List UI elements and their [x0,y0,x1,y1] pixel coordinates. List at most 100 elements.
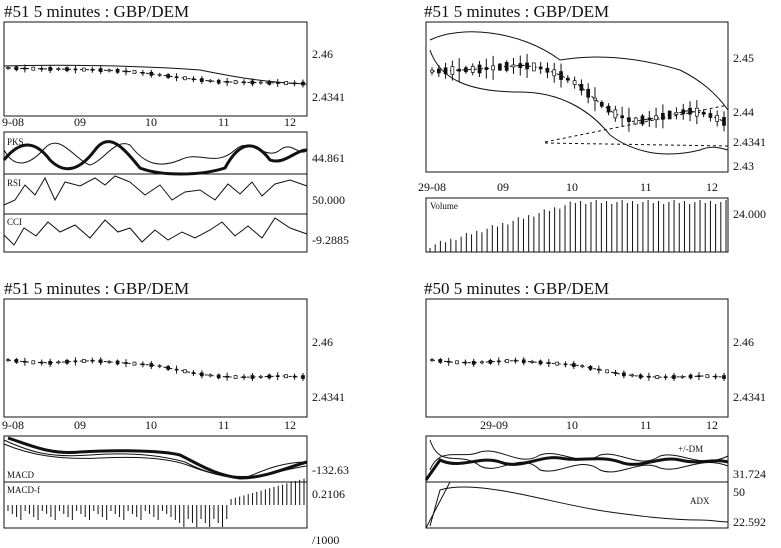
panel-3-candle-body [166,366,170,370]
panel-4-adx-value: 22.592 [733,515,766,529]
panel-2-candle-body [688,107,692,115]
panel-3-candle-body [73,360,78,363]
panel-1-title: #51 5 minutes : GBP/DEM [4,2,189,21]
panel-1-pks-label: PKS [7,137,24,147]
panel-3-macdf-frame [3,481,308,529]
panel-4-adx-axis-value: 50 [733,485,745,499]
panel-1-candles [6,64,305,88]
panel-4-candle-body [521,359,526,364]
panel-1-candle-body [31,66,36,71]
panel-2-candle-body [633,117,638,125]
panel-4: #50 5 minutes : GBP/DEM 2.46 2.4341 29-0… [424,279,766,529]
panel-2-xtick-2: 10 [566,180,578,194]
panel-3-candle-body [284,374,288,379]
panel-3-candle-body [132,361,137,366]
panel-2-xtick-0: 29-08 [418,180,446,194]
panel-3-candle-body [48,360,52,365]
panel-4-candle-body [630,374,635,377]
panel-4-price-line [431,359,725,378]
panel-1-candle-body [82,67,86,72]
panel-4-candle-body [438,359,443,363]
panel-1-candle-body [250,80,255,85]
panel-3-ytick-2-46: 2.46 [312,335,333,349]
panel-1-candle-body [200,78,204,82]
panel-1-candle-body [157,74,162,76]
panel-1-candle-body [73,68,78,71]
panel-1-candle-body [48,67,52,71]
panel-2-candle-body [457,68,462,72]
panel-2-candle-body [701,111,706,115]
panel-1-rsi-line [3,175,308,206]
panel-3-ytick-2-4341: 2.4341 [312,390,345,404]
panel-2-volume-value: 24.000 [733,207,766,221]
panel-3-candle-body [149,363,154,367]
panel-1-candle-body [233,80,238,84]
panel-3-footnote: /1000 [312,533,339,547]
panel-4-candle-body [705,374,710,379]
panel-3-candle-body [6,359,10,361]
panel-4-candle-body [471,360,476,365]
panel-4-dm-value: 31.724 [733,467,766,481]
panel-3-candle-body [31,360,36,365]
panel-1-candle-body [284,81,288,86]
panel-2-candle-body [565,77,570,81]
panel-1-candle-body [115,69,120,73]
panel-4-dm-thin-line-1 [429,439,729,473]
panel-3-candle-body [301,375,305,379]
panel-3-candle-body [141,363,145,366]
panel-3-candle-body [115,360,120,365]
panel-1-candle-body [149,71,154,76]
panel-2-volume-label: Volume [430,201,458,211]
panel-4-xtick-0: 29-09 [480,418,508,432]
panel-2-candle-body [661,112,665,120]
panel-4-candle-body [446,360,451,363]
panel-1-cci-value: -9.2885 [312,233,349,247]
panel-1-candle-body [216,79,221,84]
panel-3-candle-body [65,359,69,364]
panel-1-candle-body [174,76,179,79]
panel-3-candle-body [98,359,103,364]
panel-2-candle-body [640,115,645,125]
panel-4-price-frame [425,298,729,418]
panel-2-candle-body [545,67,550,73]
panel-3-candle-body [23,360,27,363]
panel-1-pks-thin-line [3,142,308,166]
panel-2-candle-body [694,107,699,117]
panel-4-candle-body [588,366,593,370]
panel-2-candle-body [504,62,509,71]
panel-4-candle-body [496,360,501,363]
panel-3-xtick-3: 11 [218,418,230,432]
panel-1-candle-body [107,69,111,72]
panel-3-macd-thin-line-2 [3,443,308,477]
panel-1-xtick-3: 11 [218,115,230,129]
panel-2-candle-body [477,64,482,74]
panel-4-candle-body [647,375,651,378]
panel-3-candle-body [200,372,204,377]
panel-3-candle-body [174,368,179,371]
panel-3-candle-body [191,372,196,374]
panel-3-candle-body [242,376,246,379]
panel-3-macd-thick-line [7,436,308,480]
panel-1-xtick-1: 09 [74,115,86,129]
panel-2-volume-bars [429,200,727,252]
panel-4-adx-frame [425,481,729,529]
panel-4-candle-body [580,365,585,368]
panel-4-xtick-3: 12 [706,418,718,432]
panel-2-candle-body [681,109,686,115]
panel-1: #51 5 minutes : GBP/DEM 2.46 2.4341 9-08… [2,2,349,253]
panel-2-price-frame [425,21,729,173]
panel-2-candle-body [464,67,468,73]
panel-4-candle-body [697,375,701,377]
panel-3-candle-body [107,361,111,363]
panel-2-candle-body [572,80,577,85]
panel-3-xtick-0: 9-08 [2,418,24,432]
panel-2-candle-body [599,101,604,107]
panel-2-candle-body [722,117,726,126]
panel-1-rsi-frame [3,173,308,215]
panel-2-candle-body [708,113,713,118]
panel-3-candle-body [259,375,263,378]
panel-3-macdf-label: MACD-f [7,485,40,495]
panel-4-dm-label: +/-DM [678,444,703,454]
panel-2-candle-body [674,112,679,115]
panel-3-candle-body [292,375,297,378]
